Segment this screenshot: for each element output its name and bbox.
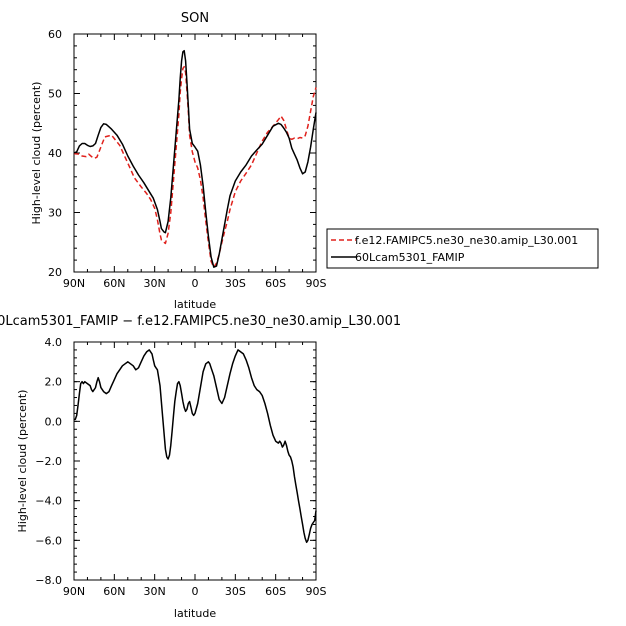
x-tick-label: 0 bbox=[192, 277, 199, 290]
bottom-chart-y-axis-label: High-level cloud (percent) bbox=[16, 390, 29, 533]
y-tick-label: −2.0 bbox=[35, 455, 62, 468]
bottom-chart-frame bbox=[73, 341, 317, 581]
x-tick-label: 60N bbox=[103, 277, 125, 290]
top-chart-panel: SON 90N 60N 30N 0 30S 60S 90S 20 30 40 50 60 latitu… bbox=[30, 11, 599, 311]
x-tick-label: 90N bbox=[63, 585, 85, 598]
bottom-chart-panel: 60Lcam5301_FAMIP − f.e12.FAMIPC5.ne30_ne… bbox=[0, 314, 401, 620]
x-tick-label: 30N bbox=[144, 585, 166, 598]
y-tick-label: 50 bbox=[48, 88, 62, 101]
legend-box bbox=[326, 228, 599, 269]
y-tick-label: 2.0 bbox=[45, 376, 63, 389]
bottom-chart-x-axis-label: latitude bbox=[174, 607, 216, 620]
top-series-line-1 bbox=[73, 65, 317, 268]
top-chart-frame bbox=[73, 33, 317, 273]
x-tick-label: 60S bbox=[265, 277, 286, 290]
top-series-line-2 bbox=[73, 49, 317, 268]
x-tick-label: 90S bbox=[306, 277, 327, 290]
top-chart-y-axis-label: High-level cloud (percent) bbox=[30, 82, 43, 225]
x-tick-label: 90S bbox=[306, 585, 327, 598]
x-tick-label: 30S bbox=[225, 585, 246, 598]
legend-entry-1: f.e12.FAMIPC5.ne30_ne30.amip_L30.001 bbox=[355, 234, 578, 247]
y-tick-label: −8.0 bbox=[35, 574, 62, 587]
y-tick-label: 60 bbox=[48, 28, 62, 41]
bottom-chart-plot-area: 90N 60N 30N 0 30S 60S 90S −8.0 −6.0 −4.0 −2.0 0.0 2.… bbox=[35, 336, 326, 598]
y-tick-label: 4.0 bbox=[45, 336, 63, 349]
bottom-series-line-1 bbox=[74, 349, 317, 544]
y-tick-label: 20 bbox=[48, 266, 62, 279]
top-chart-title: SON bbox=[181, 11, 209, 26]
y-tick-label: 0.0 bbox=[45, 415, 63, 428]
x-tick-label: 90N bbox=[63, 277, 85, 290]
bottom-chart-title: 60Lcam5301_FAMIP − f.e12.FAMIPC5.ne30_ne… bbox=[0, 314, 401, 329]
legend-entry-2: 60Lcam5301_FAMIP bbox=[355, 251, 465, 264]
x-tick-label: 60N bbox=[103, 585, 125, 598]
y-tick-label: −6.0 bbox=[35, 534, 62, 547]
x-tick-label: 30N bbox=[144, 277, 166, 290]
top-chart-x-axis-label: latitude bbox=[174, 298, 216, 311]
y-tick-label: 40 bbox=[48, 147, 62, 160]
x-tick-label: 0 bbox=[192, 585, 199, 598]
x-tick-label: 30S bbox=[225, 277, 246, 290]
top-chart-plot-area: 90N 60N 30N 0 30S 60S 90S 20 30 40 50 60 bbox=[48, 28, 327, 290]
legend: f.e12.FAMIPC5.ne30_ne30.amip_L30.001 60L… bbox=[326, 228, 599, 269]
x-tick-label: 60S bbox=[265, 585, 286, 598]
y-tick-label: 30 bbox=[48, 207, 62, 220]
y-tick-label: −4.0 bbox=[35, 495, 62, 508]
